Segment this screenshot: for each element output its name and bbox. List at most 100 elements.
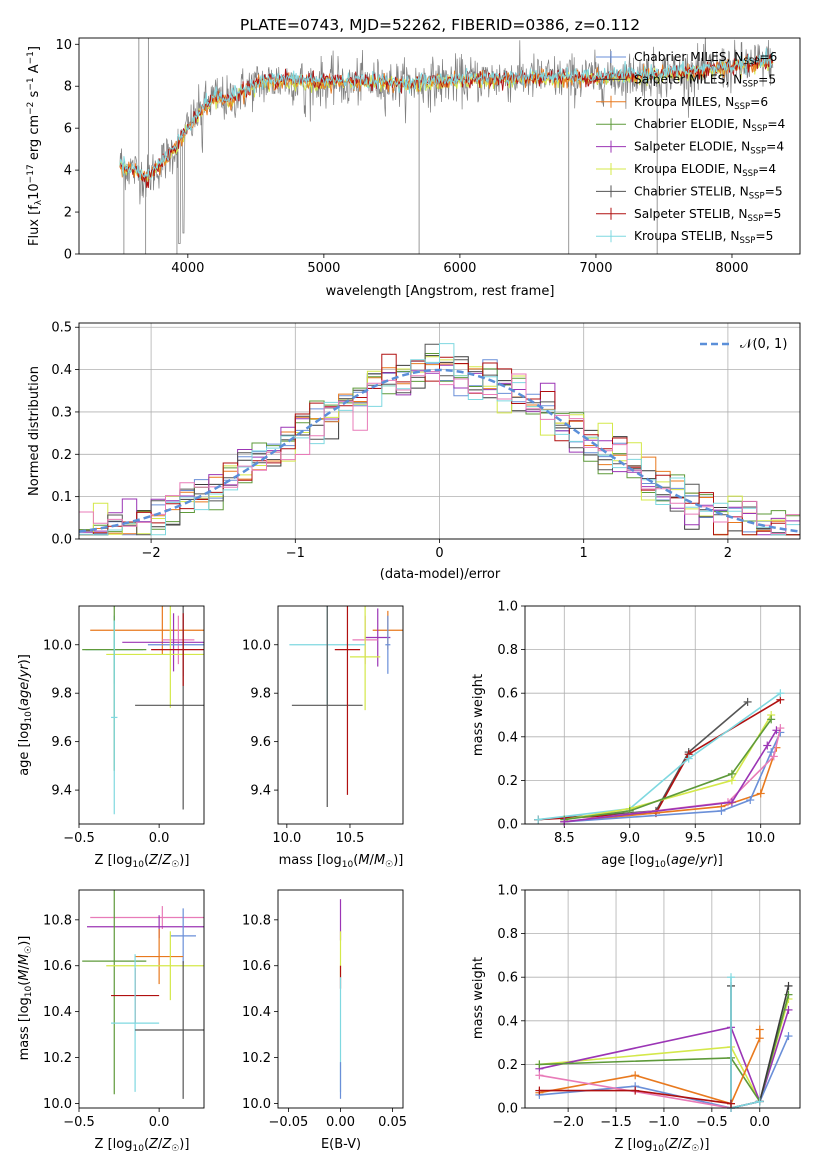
mZ-xlabel: Z [log10(Z/Z☉)] [95,1137,190,1154]
legend-entry: Salpeter ELODIE, NSSP=4 [634,140,784,157]
mass-weight-series [564,729,778,823]
y-tick-label: 10.0 [242,1097,271,1112]
x-tick-label: 0.0 [149,1115,170,1130]
x-tick-label: −2.0 [552,1115,584,1130]
y-tick-label: 4 [64,164,72,179]
x-tick-label: 0.05 [378,1115,407,1130]
x-tick-label: 10.5 [335,831,364,846]
spectrum-panel: 4000 5000 6000 7000 8000 0 2 4 6 8 10 [55,37,801,276]
axes-frame [78,37,801,255]
gaussian-curve [79,368,800,533]
axes-frame [277,605,404,825]
y-tick-label: 0.0 [497,818,518,833]
wZ-ylabel: mass weight [471,957,486,1039]
y-tick-label: 0.2 [497,1058,518,1073]
axes-frame [277,889,404,1109]
y-tick-label: 10.0 [242,638,271,653]
mass-weight-series [564,718,772,821]
legend-entry: Chabrier ELODIE, NSSP=4 [634,117,786,134]
legend-entry: Salpeter MILES, NSSP=5 [634,72,776,89]
x-tick-label: 4000 [171,261,204,276]
residual-legend: 𝒩(0, 1) [700,337,787,352]
mass-weight-vs-age-panel: 8.5 9.0 9.5 10.0 0.0 0.2 0.4 0.6 0.8 1.0 [497,600,801,846]
ageM-xlabel: mass [log10(M/M☉)] [279,853,404,870]
legend-entry: Chabrier STELIB, NSSP=5 [634,184,783,201]
legend-entry: Kroupa ELODIE, NSSP=4 [634,162,776,179]
x-tick-label: 8.5 [554,831,575,846]
model-spectrum-line [119,47,774,181]
axes-frame [78,605,205,825]
spectrum-title: PLATE=0743, MJD=52262, FIBERID=0386, z=0… [240,16,640,34]
wAge-ylabel: mass weight [471,674,486,756]
mass-weight-vs-metallicity-panel: −2.0 −1.5 −1.0 −0.5 0.0 0.0 0.2 0.4 0.6 0.8 1.0 [497,884,801,1130]
y-tick-label: 2 [64,206,72,221]
x-tick-label: −0.05 [268,1115,308,1130]
y-tick-label: 0.0 [497,1102,518,1117]
wAge-xlabel: age [log10(age/yr)] [601,853,723,870]
x-tick-label: −0.5 [63,831,95,846]
mE-xlabel: E(B-V) [321,1137,361,1152]
spectrum-legend: Chabrier MILES, NSSP=6 Salpeter MILES, NS… [596,50,786,246]
mass-weight-series [539,994,790,1104]
y-tick-label: 0.6 [497,687,518,702]
y-tick-label: 10.2 [43,1051,72,1066]
x-tick-label: −2 [142,546,161,561]
y-tick-label: 10.0 [43,638,72,653]
y-tick-label: 0 [64,248,72,263]
mass-weight-series [538,699,781,821]
residuals-ylabel: Normed distribution [27,366,42,496]
y-tick-label: 0.5 [51,321,72,336]
mass-weight-series [564,747,778,823]
y-tick-label: 10.8 [43,913,72,928]
y-tick-label: 0.1 [51,490,72,505]
model-spectrum-line [119,53,774,188]
y-tick-label: 0.4 [497,1014,518,1029]
y-tick-label: 0.8 [497,927,518,942]
y-tick-label: 9.6 [51,735,72,750]
x-tick-label: 0.0 [149,831,170,846]
legend-entry: Chabrier MILES, NSSP=6 [634,50,777,67]
y-tick-label: 9.8 [51,687,72,702]
residual-histogram-series [79,355,800,536]
mass-weight-series [538,701,749,821]
x-tick-label: 10.0 [746,831,775,846]
y-tick-label: 10.8 [242,913,271,928]
y-tick-label: 0.0 [51,533,72,548]
y-tick-label: 0.4 [51,363,72,378]
x-tick-label: 6000 [443,261,476,276]
y-tick-label: 6 [64,122,72,137]
y-tick-label: 9.4 [250,784,271,799]
x-tick-label: 10.0 [272,831,301,846]
y-tick-label: 0.6 [497,971,518,986]
x-tick-label: −1.5 [600,1115,632,1130]
x-tick-label: 9.5 [685,831,706,846]
axes-frame [524,889,801,1109]
y-tick-label: 9.4 [51,784,72,799]
y-tick-label: 10 [55,38,72,53]
legend-entry: Kroupa MILES, NSSP=6 [634,95,768,112]
mass-weight-series [538,692,781,821]
legend-entry: Kroupa STELIB, NSSP=5 [634,229,773,246]
spectrum-ylabel: Flux [fλ10−17 erg cm−2 s−1 A−1] [26,46,44,246]
y-tick-label: 10.4 [242,1005,271,1020]
mass-vs-metallicity-panel: −0.5 0.0 10.0 10.2 10.4 10.6 10.8 [43,889,205,1130]
gaussian-legend-label: 𝒩(0, 1) [740,337,787,352]
x-tick-label: −0.5 [696,1115,728,1130]
y-tick-label: 10.0 [43,1097,72,1112]
y-tick-label: 10.6 [43,959,72,974]
residuals-xlabel: (data-model)/error [380,567,501,582]
spectrum-xlabel: wavelength [Angstrom, rest frame] [326,284,555,299]
residual-histogram-series [79,371,800,534]
y-tick-label: 10.6 [242,959,271,974]
y-tick-label: 10.4 [43,1005,72,1020]
x-tick-label: −1 [286,546,305,561]
y-tick-label: 1.0 [497,884,518,899]
x-tick-label: 5000 [307,261,340,276]
y-tick-label: 9.8 [250,687,271,702]
wZ-xlabel: Z [log10(Z/Z☉)] [615,1137,710,1154]
residual-histogram-series [79,343,800,536]
age-vs-metallicity-panel: −0.5 0.0 9.4 9.6 9.8 10.0 [43,605,205,846]
age-vs-mass-panel: 10.0 10.5 9.4 9.6 9.8 10.0 [242,605,404,846]
y-tick-label: 0.8 [497,643,518,658]
